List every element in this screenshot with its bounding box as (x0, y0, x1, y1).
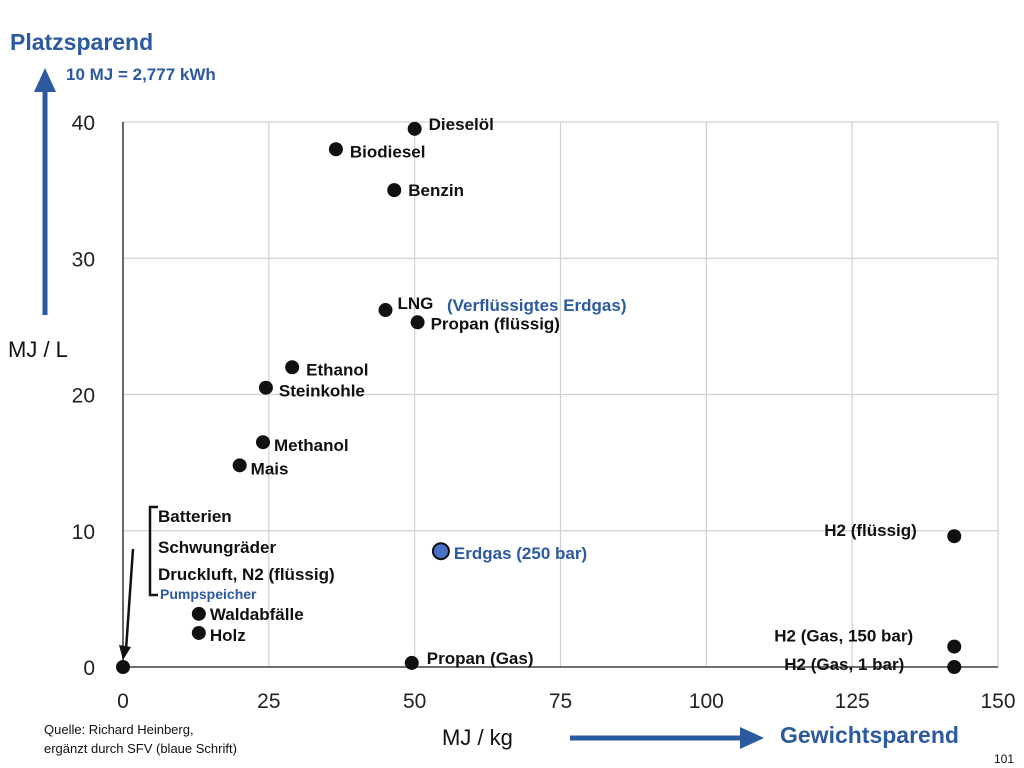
point-label-12: H2 (flüssig) (824, 521, 917, 540)
point-label-3: LNG (398, 294, 434, 313)
bracket-item-1: Schwungräder (158, 538, 276, 557)
source-line-1: Quelle: Richard Heinberg, (44, 722, 194, 737)
data-point-6 (258, 380, 273, 395)
platzsparend-arrow-head (34, 68, 56, 92)
chart-decorations (34, 68, 764, 749)
data-point-15 (116, 660, 130, 674)
point-label-4: Propan (flüssig) (431, 314, 560, 333)
data-point-7 (256, 435, 270, 450)
point-label-7: Methanol (274, 436, 349, 455)
point-label-5: Ethanol (306, 360, 368, 379)
point-label-9: Waldabfälle (210, 605, 304, 624)
storage-pointer-line (124, 548, 135, 651)
title-platzsparend: Platzsparend (10, 29, 154, 55)
data-point-8 (232, 458, 247, 473)
x-tick-label-50: 50 (403, 690, 426, 713)
source-line-2: ergänzt durch SFV (blaue Schrift) (44, 741, 237, 756)
data-point-0 (407, 121, 422, 136)
point-label-1: Biodiesel (350, 142, 426, 161)
y-tick-label-40: 40 (72, 112, 95, 135)
data-point-10 (191, 625, 206, 640)
bracket-item-2: Druckluft, N2 (flüssig) (158, 565, 335, 584)
x-tick-label-75: 75 (549, 690, 572, 713)
chart-points (116, 121, 962, 674)
data-point-5 (285, 360, 300, 375)
x-tick-label-125: 125 (835, 690, 870, 713)
bracket-item-0: Batterien (158, 507, 232, 526)
data-point-1 (328, 142, 343, 157)
chart-ticks: 0 25 50 75 100 125 150 0 10 20 30 40 (72, 112, 1016, 713)
page-number: 101 (994, 752, 1015, 766)
point-label-13: H2 (Gas, 150 bar) (774, 627, 913, 646)
energy-conversion-note: 10 MJ = 2,777 kWh (66, 65, 216, 84)
point-label-10: Holz (210, 626, 246, 645)
y-axis-label: MJ / L (8, 337, 68, 362)
point-label-6: Steinkohle (279, 382, 365, 401)
data-point-12 (947, 529, 962, 544)
data-point-4 (410, 315, 425, 330)
point-label-2: Benzin (408, 181, 464, 200)
point-label-14: H2 (Gas, 1 bar) (784, 655, 904, 674)
storage-pointer-head (119, 645, 131, 660)
x-axis-label: MJ / kg (442, 725, 513, 750)
data-point-13 (947, 639, 962, 654)
data-point-9 (191, 606, 206, 621)
pumpspeicher-label: Pumpspeicher (160, 586, 257, 602)
point-label-0: Dieselöl (429, 115, 494, 134)
gewichtsparend-arrow-head (740, 727, 764, 749)
x-tick-label-25: 25 (257, 690, 280, 713)
y-tick-label-30: 30 (72, 248, 95, 271)
storage-bracket (148, 505, 158, 597)
lng-annotation: (Verflüssigtes Erdgas) (447, 296, 627, 315)
data-point-erdgas (431, 542, 450, 561)
data-point-14 (947, 660, 962, 674)
point-label-erdgas: Erdgas (250 bar) (454, 544, 587, 563)
point-label-11: Propan (Gas) (427, 649, 534, 668)
data-point-11 (404, 655, 419, 670)
y-tick-label-20: 20 (72, 385, 95, 408)
y-tick-label-0: 0 (83, 657, 95, 680)
y-tick-label-10: 10 (72, 521, 95, 544)
x-tick-label-150: 150 (980, 690, 1015, 713)
data-point-3 (378, 303, 393, 318)
chart-grid (122, 121, 999, 668)
point-label-8: Mais (251, 459, 289, 478)
x-tick-label-0: 0 (117, 690, 129, 713)
data-point-2 (387, 183, 402, 198)
x-tick-label-100: 100 (689, 690, 724, 713)
title-gewichtsparend: Gewichtsparend (780, 722, 959, 748)
